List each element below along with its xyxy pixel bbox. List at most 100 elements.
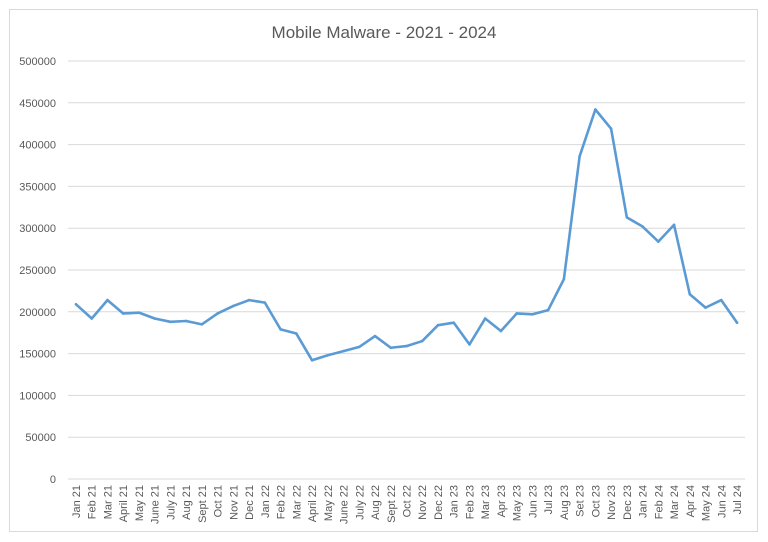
data-point [121, 312, 125, 315]
gridlines [68, 60, 745, 480]
x-tick-label: July 22 [354, 485, 366, 520]
x-tick-label: Dec 21 [244, 485, 256, 520]
data-point [106, 298, 109, 302]
data-point [216, 312, 219, 315]
x-tick-label: Jun 24 [716, 485, 728, 518]
data-point [499, 329, 503, 333]
x-tick-label: May 21 [134, 485, 146, 521]
data-point [719, 298, 723, 302]
x-tick-label: Apr 23 [496, 485, 508, 517]
data-point [594, 108, 597, 111]
y-tick-label: 450000 [19, 98, 56, 110]
x-tick-label: May 24 [701, 485, 713, 521]
x-tick-label: Apr 24 [685, 485, 697, 517]
x-tick-label: Mar 24 [669, 485, 681, 519]
x-axis-tick-labels: Jan 21 Feb 21 Mar 21 April 21 May 21 June 21 J… [71, 485, 744, 524]
x-tick-label: Jan 22 [260, 485, 272, 518]
data-point [452, 321, 456, 324]
data-point [704, 306, 707, 309]
x-tick-label: Aug 22 [370, 485, 382, 520]
data-point [373, 334, 377, 338]
x-tick-label: April 21 [118, 485, 130, 522]
data-point [483, 317, 487, 320]
data-point [531, 313, 534, 316]
y-tick-label: 250000 [19, 265, 56, 277]
x-tick-label: Feb 23 [464, 485, 476, 519]
data-point [468, 343, 471, 346]
data-point [562, 277, 566, 281]
series-layer [74, 108, 739, 362]
data-point [153, 317, 156, 320]
data-point [436, 323, 440, 327]
chart-title: Mobile Malware - 2021 - 2024 [272, 23, 497, 42]
x-tick-label: Set 23 [575, 485, 587, 517]
x-tick-label: Jun 23 [527, 485, 539, 518]
data-point [625, 216, 629, 219]
y-tick-label: 300000 [19, 223, 56, 235]
data-point [169, 320, 172, 324]
x-tick-label: Mar 23 [480, 485, 492, 519]
data-point [200, 323, 204, 326]
y-tick-label: 350000 [19, 181, 56, 193]
data-point [609, 127, 613, 131]
x-tick-label: Sept 22 [386, 485, 398, 523]
x-tick-label: Jan 24 [638, 485, 650, 518]
x-tick-label: Jan 23 [449, 485, 461, 518]
x-tick-label: Aug 23 [559, 485, 571, 520]
data-point [184, 319, 188, 323]
x-tick-label: Jul 23 [543, 485, 555, 514]
series-line [74, 108, 739, 362]
data-point [546, 308, 550, 312]
x-tick-label: Oct 22 [402, 485, 414, 517]
x-tick-label: Dec 22 [433, 485, 445, 520]
y-tick-label: 150000 [19, 349, 56, 361]
x-tick-label: Feb 21 [87, 485, 99, 519]
x-tick-label: Aug 21 [181, 485, 193, 520]
data-point [578, 155, 581, 158]
x-tick-label: Oct 21 [213, 485, 225, 517]
data-point [74, 302, 78, 306]
data-point [389, 346, 393, 350]
data-point [310, 358, 314, 362]
y-tick-label: 200000 [19, 307, 56, 319]
data-point [247, 298, 251, 302]
x-tick-label: Jan 21 [71, 485, 83, 518]
y-tick-label: 500000 [19, 56, 56, 68]
x-tick-label: Nov 23 [606, 485, 618, 520]
x-tick-label: May 22 [323, 485, 335, 521]
x-tick-label: Nov 21 [228, 485, 240, 520]
y-tick-label: 400000 [19, 140, 56, 152]
data-point [735, 321, 739, 324]
data-point [657, 240, 660, 243]
x-tick-label: June 22 [339, 485, 351, 524]
y-tick-label: 50000 [25, 432, 56, 444]
x-tick-label: July 21 [165, 485, 177, 520]
x-tick-label: Mar 22 [291, 485, 303, 519]
y-tick-label: 100000 [19, 390, 56, 402]
data-point [342, 349, 345, 353]
data-point [279, 328, 282, 331]
y-tick-label: 0 [50, 474, 56, 486]
data-point [405, 344, 408, 348]
x-tick-label: June 21 [150, 485, 162, 524]
y-axis-tick-labels: 0 50000 100000 150000 200000 250000 300000 3500… [19, 56, 56, 486]
x-tick-label: Jul 24 [732, 485, 744, 514]
x-tick-label: May 23 [512, 485, 524, 521]
data-point [137, 311, 141, 314]
data-point [295, 332, 298, 335]
x-tick-label: Mar 21 [102, 485, 114, 519]
x-tick-label: Sept 21 [197, 485, 209, 523]
data-point [515, 312, 518, 315]
x-tick-label: April 22 [307, 485, 319, 522]
data-point [688, 292, 692, 296]
data-point [420, 339, 424, 343]
x-tick-label: Dec 23 [622, 485, 634, 520]
data-point [90, 317, 94, 320]
data-point [641, 225, 644, 228]
data-point [326, 353, 330, 357]
data-point [672, 223, 676, 227]
x-tick-label: Feb 24 [653, 485, 665, 519]
x-tick-label: Feb 22 [276, 485, 288, 519]
data-point [357, 345, 361, 349]
